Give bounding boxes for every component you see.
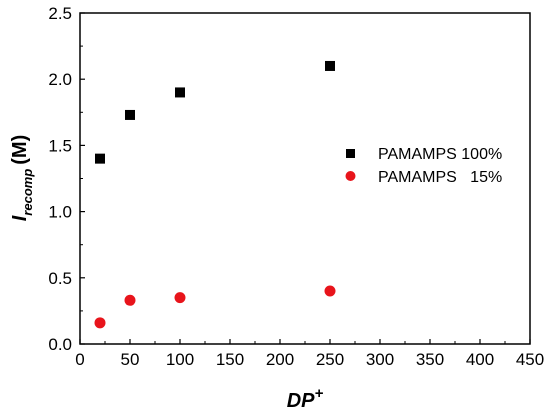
data-point-circle	[324, 285, 336, 297]
x-axis-title: DP+	[287, 385, 324, 412]
y-tick-label: 2.0	[48, 70, 72, 89]
y-tick-label: 1.5	[48, 136, 72, 155]
y-axis-ticks: 0.0 0.5 1.0 1.5 2.0 2.5	[48, 4, 85, 354]
legend: PAMAMPS 100% PAMAMPS 15%	[345, 146, 502, 186]
x-tick-label: 250	[316, 350, 344, 369]
y-tick-label: 0.0	[48, 335, 72, 354]
data-point-square	[95, 153, 105, 164]
x-axis-ticks: 0 50 100 150 200 250 300 350 400 450	[75, 339, 544, 369]
legend-marker-circle	[345, 171, 356, 181]
data-point-square	[125, 109, 135, 120]
y-axis-title: Irecomp (M)	[9, 135, 35, 222]
data-point-circle	[94, 317, 106, 329]
x-tick-label: 0	[75, 350, 84, 369]
data-point-square	[325, 60, 335, 71]
x-tick-label: 50	[121, 350, 140, 369]
y-axis-title-subscript: recomp	[20, 169, 35, 216]
legend-label-pamamps-15: PAMAMPS 15%	[378, 169, 502, 186]
data-point-square	[175, 87, 185, 98]
y-tick-label: 1.0	[48, 203, 72, 222]
x-axis-title-main: DP	[287, 390, 315, 412]
x-tick-label: 400	[466, 350, 494, 369]
x-tick-label: 100	[166, 350, 194, 369]
data-points	[94, 60, 336, 329]
y-tick-label: 0.5	[48, 269, 72, 288]
legend-label-pamamps-100: PAMAMPS 100%	[378, 146, 502, 163]
x-tick-label: 350	[416, 350, 444, 369]
legend-entry-pamamps-100: PAMAMPS 100%	[346, 146, 502, 163]
x-tick-label: 450	[516, 350, 544, 369]
y-axis-title-main: I	[9, 215, 31, 221]
data-point-circle	[124, 294, 136, 306]
x-tick-label: 150	[216, 350, 244, 369]
data-point-circle	[174, 292, 186, 304]
legend-entry-pamamps-15: PAMAMPS 15%	[345, 169, 502, 186]
legend-marker-square	[346, 149, 355, 158]
y-axis-title-unit: (M)	[9, 135, 31, 165]
y-tick-label: 2.5	[48, 4, 72, 23]
x-tick-label: 200	[266, 350, 294, 369]
x-axis-title-superscript: +	[315, 385, 324, 402]
x-tick-label: 300	[366, 350, 394, 369]
